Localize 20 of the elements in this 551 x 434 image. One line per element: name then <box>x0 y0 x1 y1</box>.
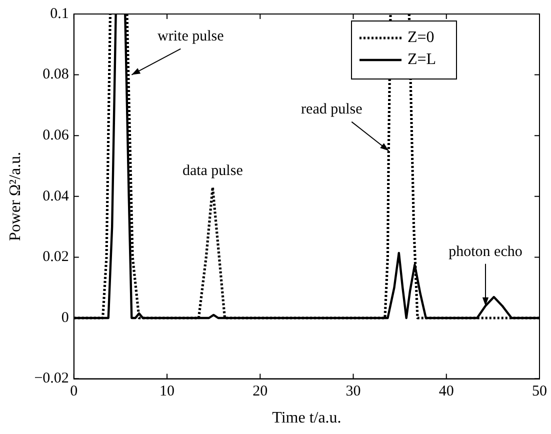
x-tick-label: 10 <box>160 384 175 400</box>
legend-label: Z=L <box>408 51 436 68</box>
y-tick-label: −0.02 <box>34 370 69 387</box>
y-tick-label: 0 <box>61 310 69 326</box>
annotation: photon echo <box>448 244 522 260</box>
x-tick-label: 30 <box>346 384 361 400</box>
annotation: read pulse <box>301 102 363 118</box>
y-tick-label: 0.04 <box>42 188 70 204</box>
annotation: data pulse <box>182 163 244 180</box>
annotation: write pulse <box>158 28 224 45</box>
legend-label: Z=0 <box>408 29 434 46</box>
y-tick-label: 0.02 <box>42 249 69 266</box>
x-tick-label: 50 <box>532 384 547 400</box>
x-tick-label: 40 <box>438 384 454 400</box>
y-tick-label: 0.08 <box>42 66 69 83</box>
y-tick-label: 0.1 <box>50 6 69 22</box>
y-tick-label: 0.06 <box>42 128 70 144</box>
x-tick-label: 20 <box>252 384 268 400</box>
x-axis-title: Time t/a.u. <box>272 410 342 427</box>
y-axis-title: Power Ω²/a.u. <box>6 152 24 241</box>
